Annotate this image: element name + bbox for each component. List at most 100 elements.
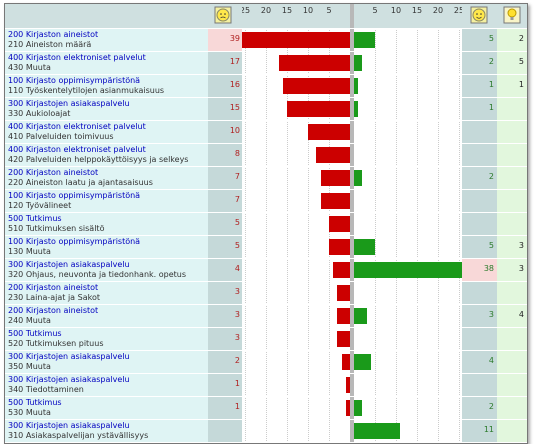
table-row: 300 Kirjastojen asiakaspalvelu 320 Ohjaus… [5, 259, 527, 282]
table-row: 300 Kirjastojen asiakaspalvelu 310 Asiaka… [5, 420, 527, 443]
category: 100 Kirjasto oppimisympäristönä [8, 237, 141, 246]
positive-count-cell [462, 328, 497, 350]
x-tick-label: 25 [242, 6, 251, 15]
table-row: 400 Kirjaston elektroniset palvelut 420 P… [5, 144, 527, 167]
negative-count: 8 [234, 149, 240, 158]
positive-bar-cell [354, 236, 462, 258]
negative-bar [337, 285, 350, 301]
category: 200 Kirjaston aineistot [8, 30, 99, 39]
table-row: 400 Kirjaston elektroniset palvelut 430 M… [5, 52, 527, 75]
negative-count: 15 [229, 103, 240, 112]
positive-bar [354, 262, 462, 278]
negative-count: 17 [229, 57, 240, 66]
positive-bar-cell [354, 397, 462, 419]
negative-count: 16 [229, 80, 240, 89]
positive-count-cell: 11 [462, 420, 497, 442]
category: 300 Kirjastojen asiakaspalvelu [8, 375, 130, 384]
idea-count-cell [497, 190, 527, 212]
positive-bar [354, 308, 367, 324]
positive-bar-cell [354, 52, 462, 74]
negative-count-cell: 3 [208, 305, 242, 327]
negative-bar [316, 147, 350, 163]
positive-bar-cell [354, 351, 462, 373]
positive-bar-cell [354, 420, 462, 442]
row-label: 300 Kirjastojen asiakaspalvelu 350 Muuta [5, 351, 208, 373]
category: 500 Tutkimus [8, 329, 62, 338]
table-row: 200 Kirjaston aineistot 210 Aineiston mää… [5, 29, 527, 52]
table-row: 100 Kirjasto oppimisympäristönä 130 Muuta… [5, 236, 527, 259]
positive-count-cell [462, 121, 497, 143]
row-label: 500 Tutkimus 530 Muuta [5, 397, 208, 419]
negative-bar [345, 377, 350, 393]
idea-count-cell [497, 374, 527, 396]
positive-count: 5 [488, 241, 494, 250]
positive-bar-cell [354, 121, 462, 143]
negative-axis: 25 20 15 10 5 [242, 4, 350, 28]
subcategory: 220 Aineiston laatu ja ajantasaisuus [8, 178, 153, 187]
header-row: 25 20 15 10 5 5 10 15 20 25 [5, 4, 527, 29]
idea-count: 4 [518, 310, 524, 319]
negative-bar [320, 170, 350, 186]
x-tick-label: 10 [302, 6, 314, 15]
positive-count: 2 [488, 402, 494, 411]
category: 400 Kirjaston elektroniset palvelut [8, 53, 146, 62]
positive-count: 11 [483, 425, 494, 434]
negative-bar-cell [242, 420, 350, 442]
idea-count-cell [497, 420, 527, 442]
category: 300 Kirjastojen asiakaspalvelu [8, 99, 130, 108]
table-row: 300 Kirjastojen asiakaspalvelu 350 Muuta 2… [5, 351, 527, 374]
negative-count: 2 [234, 356, 240, 365]
negative-bar [333, 262, 350, 278]
positive-bar-cell [354, 213, 462, 235]
table-row: 300 Kirjastojen asiakaspalvelu 340 Tiedot… [5, 374, 527, 397]
subcategory: 350 Muuta [8, 362, 51, 371]
positive-count-cell: 2 [462, 167, 497, 189]
subcategory: 510 Tutkimuksen sisältö [8, 224, 105, 233]
idea-count-cell: 3 [497, 259, 527, 281]
positive-count-cell [462, 374, 497, 396]
negative-count: 10 [229, 126, 240, 135]
idea-count-cell: 4 [497, 305, 527, 327]
negative-bar [337, 331, 350, 347]
idea-count-cell [497, 328, 527, 350]
positive-bar-cell [354, 144, 462, 166]
x-tick-label: 25 [453, 6, 462, 15]
category: 400 Kirjaston elektroniset palvelut [8, 145, 146, 154]
row-label: 200 Kirjaston aineistot 210 Aineiston mää… [5, 29, 208, 51]
positive-axis: 5 10 15 20 25 [354, 4, 462, 28]
row-label: 400 Kirjaston elektroniset palvelut 430 M… [5, 52, 208, 74]
subcategory: 530 Muuta [8, 408, 51, 417]
negative-bar [320, 193, 350, 209]
positive-bar-cell [354, 167, 462, 189]
positive-count-cell: 1 [462, 75, 497, 97]
negative-bar-cell [242, 121, 350, 143]
negative-count: 7 [234, 195, 240, 204]
positive-bar [354, 400, 363, 416]
negative-count-cell: 4 [208, 259, 242, 281]
x-tick-label: 15 [411, 6, 423, 15]
idea-count-cell: 5 [497, 52, 527, 74]
axis-divider [350, 4, 354, 28]
positive-count-cell: 38 [462, 259, 497, 281]
positive-bar [354, 101, 359, 117]
row-label: 400 Kirjaston elektroniset palvelut 420 P… [5, 144, 208, 166]
subcategory: 210 Aineiston määrä [8, 40, 92, 49]
table-row: 400 Kirjaston elektroniset palvelut 410 P… [5, 121, 527, 144]
category: 300 Kirjastojen asiakaspalvelu [8, 421, 130, 430]
row-label: 500 Tutkimus 510 Tutkimuksen sisältö [5, 213, 208, 235]
row-label: 300 Kirjastojen asiakaspalvelu 330 Aukiol… [5, 98, 208, 120]
negative-count-cell: 7 [208, 190, 242, 212]
subcategory: 230 Laina-ajat ja Sakot [8, 293, 100, 302]
x-tick-label: 20 [260, 6, 272, 15]
table-row: 100 Kirjasto oppimisympäristönä 120 Työvä… [5, 190, 527, 213]
positive-bar [354, 32, 375, 48]
positive-count-cell [462, 282, 497, 304]
negative-count-cell: 3 [208, 282, 242, 304]
positive-bar-cell [354, 75, 462, 97]
positive-count-cell: 5 [462, 29, 497, 51]
negative-bar-cell [242, 374, 350, 396]
idea-count-cell [497, 282, 527, 304]
negative-bar-cell [242, 351, 350, 373]
negative-count-cell: 15 [208, 98, 242, 120]
negative-bar-cell [242, 305, 350, 327]
